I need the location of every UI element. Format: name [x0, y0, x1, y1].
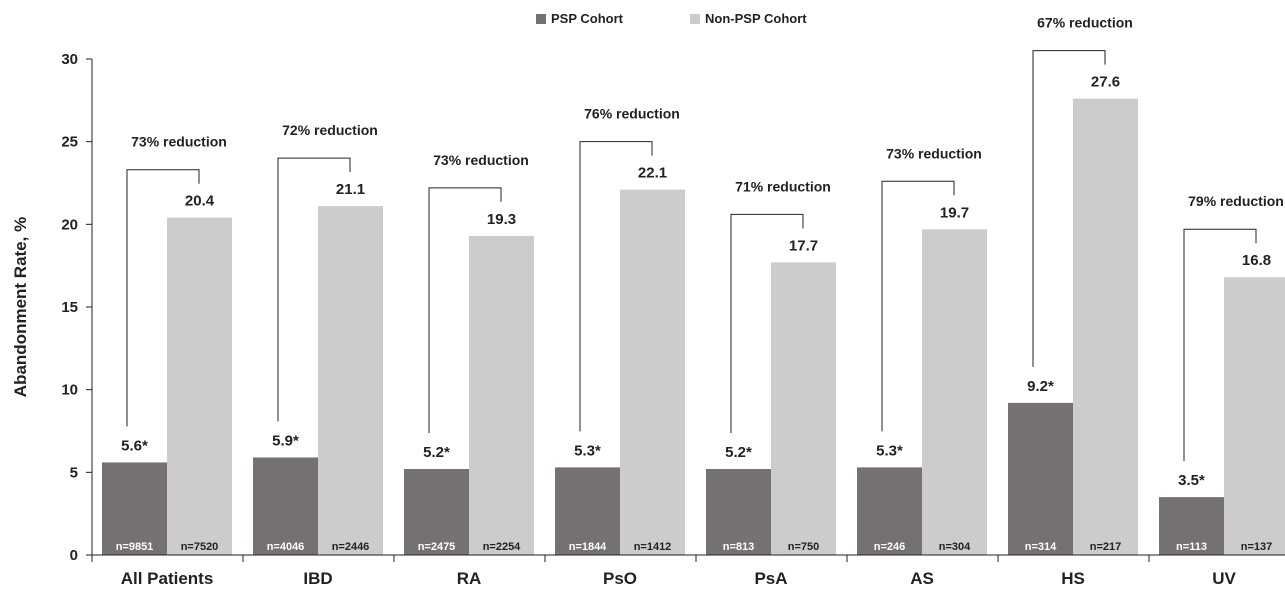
- data-label-psp: 5.2*: [725, 444, 752, 461]
- n-label-psp: n=9851: [116, 541, 154, 553]
- x-axis: All Patients IBD RA PsO PsA AS HS UV: [91, 554, 1285, 588]
- reduction-label: 73% reduction: [131, 134, 227, 150]
- x-tick-label: PsO: [603, 569, 637, 588]
- reduction-label: 67% reduction: [1037, 15, 1133, 31]
- bar-non-psp: [771, 262, 836, 555]
- y-axis-title: Abandonment Rate, %: [11, 217, 30, 397]
- reduction-label: 76% reduction: [584, 106, 680, 122]
- data-label-non-psp: 19.7: [940, 204, 969, 221]
- bar-non-psp: [1224, 277, 1285, 555]
- x-tick-label: RA: [457, 569, 482, 588]
- data-label-psp: 5.3*: [876, 442, 903, 459]
- bar-non-psp: [922, 229, 987, 555]
- n-label-psp: n=813: [723, 541, 755, 553]
- bar-psp: [404, 469, 469, 555]
- data-label-non-psp: 17.7: [789, 237, 818, 254]
- n-label-non-psp: n=2254: [483, 541, 521, 553]
- y-tick-label: 5: [70, 464, 78, 481]
- n-label-non-psp: n=7520: [181, 541, 219, 553]
- reduction-bracket: [1183, 228, 1257, 462]
- x-tick-label: PsA: [754, 569, 787, 588]
- x-tick-label: HS: [1061, 569, 1085, 588]
- legend-label-psp: PSP Cohort: [551, 11, 624, 26]
- bar-psp: [253, 457, 318, 555]
- bar-psp: [1159, 497, 1224, 555]
- data-label-psp: 3.5*: [1178, 472, 1205, 489]
- legend-label-non-psp: Non-PSP Cohort: [705, 11, 807, 26]
- reduction-bracket: [126, 169, 200, 427]
- n-label-psp: n=4046: [267, 541, 305, 553]
- n-label-psp: n=2475: [418, 541, 456, 553]
- legend-swatch-psp: [536, 14, 546, 24]
- n-label-non-psp: n=304: [939, 541, 971, 553]
- reduction-annotations: 73% reduction 72% reduction 73% reduction 7…: [126, 15, 1284, 462]
- bar-non-psp: [167, 217, 232, 555]
- y-tick-label: 10: [61, 382, 78, 399]
- data-label-non-psp: 27.6: [1091, 74, 1120, 91]
- reduction-label: 79% reduction: [1188, 193, 1284, 209]
- n-label-non-psp: n=137: [1241, 541, 1273, 553]
- data-label-non-psp: 21.1: [336, 181, 365, 198]
- legend-swatch-non-psp: [690, 14, 700, 24]
- data-label-psp: 5.9*: [272, 432, 299, 449]
- reduction-bracket: [730, 213, 804, 434]
- y-tick-label: 30: [61, 51, 78, 68]
- bar-psp: [1008, 402, 1073, 555]
- n-label-non-psp: n=750: [788, 541, 820, 553]
- bar-psp: [555, 467, 620, 555]
- reduction-bracket: [428, 187, 502, 434]
- bar-non-psp: [1073, 98, 1138, 556]
- bar-non-psp: [318, 206, 383, 555]
- data-label-non-psp: 19.3: [487, 211, 516, 228]
- reduction-label: 71% reduction: [735, 178, 831, 194]
- n-label-psp: n=246: [874, 541, 906, 553]
- x-tick-label: IBD: [303, 569, 332, 588]
- reduction-bracket: [277, 157, 351, 422]
- reduction-bracket: [1032, 50, 1106, 367]
- y-tick-label: 25: [61, 134, 78, 151]
- reduction-bracket: [881, 180, 955, 432]
- reduction-label: 72% reduction: [282, 122, 378, 138]
- n-label-non-psp: n=2446: [332, 541, 370, 553]
- reduction-label: 73% reduction: [433, 152, 529, 168]
- y-tick-label: 15: [61, 299, 78, 316]
- y-tick-label: 20: [61, 216, 78, 233]
- y-axis: 0 5 10 15 20 25 30 Abandonment Rate, %: [11, 51, 93, 564]
- reduction-bracket: [579, 141, 653, 432]
- n-label-non-psp: n=1412: [634, 541, 672, 553]
- x-tick-label: UV: [1212, 569, 1236, 588]
- n-label-psp: n=113: [1176, 541, 1207, 553]
- bars: 5.6* 20.4 n=9851 n=7520 5.9* 21.1 n=4046 n=2446…: [102, 74, 1285, 556]
- n-label-psp: n=1844: [569, 541, 607, 553]
- legend: PSP Cohort Non-PSP Cohort: [536, 11, 807, 26]
- bar-non-psp: [620, 189, 685, 555]
- n-label-non-psp: n=217: [1090, 541, 1122, 553]
- data-label-non-psp: 16.8: [1242, 252, 1271, 269]
- bar-psp: [857, 467, 922, 555]
- reduction-label: 73% reduction: [886, 145, 982, 161]
- bar-psp: [706, 469, 771, 555]
- data-label-psp: 5.3*: [574, 442, 601, 459]
- bar-non-psp: [469, 235, 534, 555]
- x-tick-label: AS: [910, 569, 934, 588]
- data-label-psp: 9.2*: [1027, 378, 1054, 395]
- data-label-non-psp: 20.4: [185, 193, 215, 210]
- x-tick-label: All Patients: [121, 569, 214, 588]
- data-label-psp: 5.2*: [423, 444, 450, 461]
- y-tick-label: 0: [70, 547, 78, 564]
- data-label-non-psp: 22.1: [638, 165, 667, 182]
- n-label-psp: n=314: [1025, 541, 1057, 553]
- data-label-psp: 5.6*: [121, 437, 148, 454]
- bar-psp: [102, 462, 167, 555]
